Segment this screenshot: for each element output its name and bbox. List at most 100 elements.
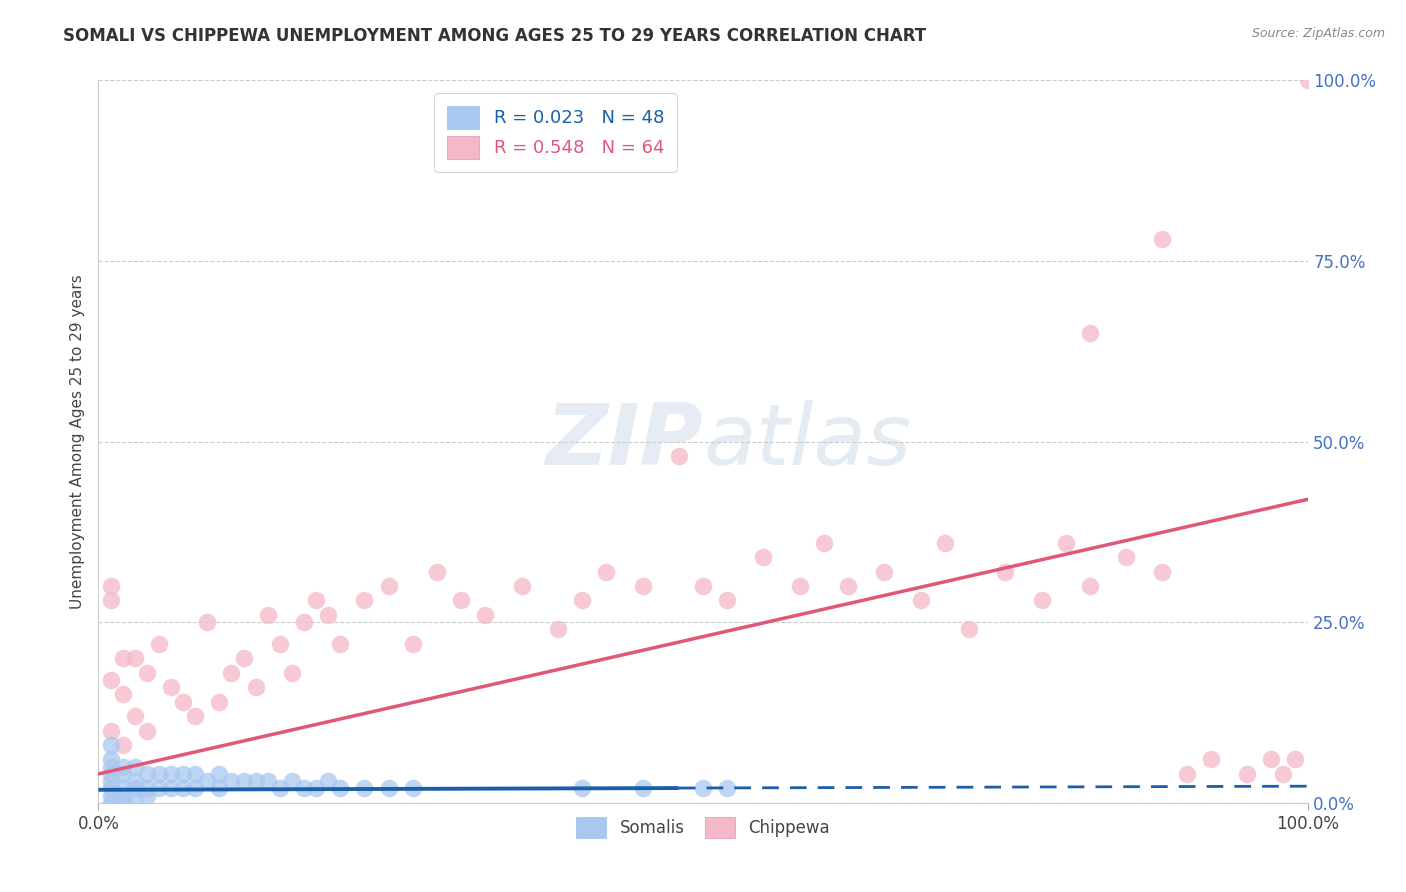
Point (1054, 535, 1077, 549)
Point (450, 593, 472, 607)
Point (124, 781, 146, 796)
Point (402, 781, 425, 796)
Point (100, 723, 122, 738)
Point (135, 665, 157, 680)
Point (716, 593, 738, 607)
Point (221, 774, 243, 789)
Point (1031, 593, 1053, 607)
Point (124, 709, 146, 723)
Point (184, 781, 207, 796)
Point (595, 565, 617, 579)
Point (111, 796, 134, 810)
Point (571, 593, 593, 607)
Point (789, 579, 811, 593)
Point (124, 760, 146, 774)
Point (1152, 232, 1174, 246)
Point (752, 550, 775, 565)
Point (813, 535, 835, 549)
Point (934, 535, 956, 549)
Point (329, 781, 352, 796)
Point (256, 607, 278, 622)
Point (269, 781, 291, 796)
Point (172, 781, 194, 796)
Point (100, 593, 122, 607)
Point (148, 781, 170, 796)
Text: Source: ZipAtlas.com: Source: ZipAtlas.com (1251, 27, 1385, 40)
Point (1260, 752, 1282, 766)
Point (668, 449, 690, 463)
Y-axis label: Unemployment Among Ages 25 to 29 years: Unemployment Among Ages 25 to 29 years (69, 274, 84, 609)
Point (377, 781, 399, 796)
Point (135, 789, 157, 803)
Point (329, 637, 352, 651)
Point (269, 637, 291, 651)
Point (692, 781, 714, 796)
Point (124, 774, 146, 789)
Point (353, 593, 375, 607)
Point (208, 767, 231, 781)
Point (184, 709, 207, 723)
Point (111, 767, 134, 781)
Point (100, 579, 122, 593)
Point (402, 637, 425, 651)
Point (111, 738, 134, 752)
Point (1296, 73, 1319, 87)
Point (135, 781, 157, 796)
Point (111, 651, 134, 665)
Point (245, 680, 267, 694)
Point (571, 781, 593, 796)
Point (124, 651, 146, 665)
Point (631, 579, 654, 593)
Point (256, 774, 278, 789)
Point (281, 774, 304, 789)
Point (148, 767, 170, 781)
Point (135, 767, 157, 781)
Point (1284, 752, 1306, 766)
Text: SOMALI VS CHIPPEWA UNEMPLOYMENT AMONG AGES 25 TO 29 YEARS CORRELATION CHART: SOMALI VS CHIPPEWA UNEMPLOYMENT AMONG AG… (63, 27, 927, 45)
Point (910, 593, 932, 607)
Point (292, 781, 315, 796)
Point (111, 687, 134, 701)
Point (377, 579, 399, 593)
Point (1115, 550, 1137, 565)
Point (837, 579, 859, 593)
Point (160, 767, 183, 781)
Point (221, 665, 243, 680)
Point (100, 738, 122, 752)
Point (316, 774, 339, 789)
Point (172, 767, 194, 781)
Point (160, 680, 183, 694)
Point (195, 615, 218, 630)
Point (873, 565, 896, 579)
Point (316, 607, 339, 622)
Text: atlas: atlas (703, 400, 911, 483)
Point (631, 781, 654, 796)
Point (100, 752, 122, 766)
Point (172, 695, 194, 709)
Point (692, 579, 714, 593)
Point (1152, 565, 1174, 579)
Point (547, 623, 569, 637)
Point (353, 781, 375, 796)
Point (111, 781, 134, 796)
Point (957, 623, 980, 637)
Point (208, 781, 231, 796)
Point (111, 760, 134, 774)
Point (232, 774, 254, 789)
Point (716, 781, 738, 796)
Point (1175, 767, 1198, 781)
Point (281, 665, 304, 680)
Point (184, 767, 207, 781)
Point (100, 781, 122, 796)
Point (124, 789, 146, 803)
Legend: Somalis, Chippewa: Somalis, Chippewa (569, 810, 837, 845)
Point (1078, 326, 1101, 340)
Point (426, 565, 449, 579)
Point (245, 774, 267, 789)
Point (510, 579, 533, 593)
Point (135, 723, 157, 738)
Point (148, 637, 170, 651)
Point (994, 565, 1017, 579)
Point (100, 767, 122, 781)
Point (100, 774, 122, 789)
